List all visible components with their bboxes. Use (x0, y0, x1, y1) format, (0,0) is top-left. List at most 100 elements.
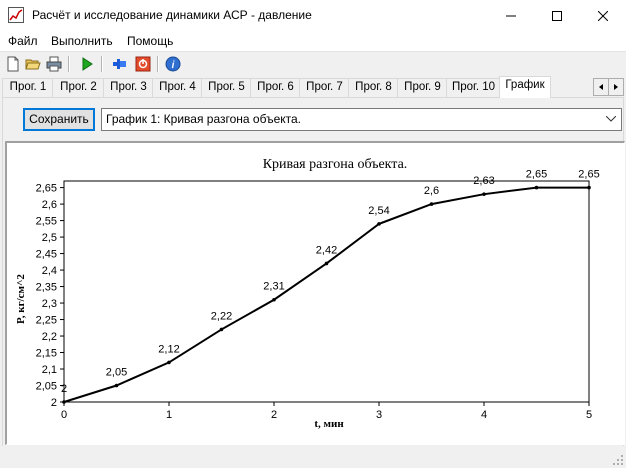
chevron-right-icon (614, 84, 618, 90)
tab-prog-10[interactable]: Прог. 10 (446, 78, 501, 97)
x-tick-label: 4 (481, 409, 487, 421)
x-tick-label: 5 (586, 409, 592, 421)
graph-select[interactable]: График 1: Кривая разгона объекта. (101, 108, 622, 131)
x-tick-label: 2 (271, 409, 277, 421)
pin-icon (113, 59, 126, 69)
new-file-icon (7, 56, 19, 72)
tab-prog-2[interactable]: Прог. 2 (52, 78, 105, 97)
y-tick-label: 2,2 (42, 331, 57, 343)
program-tabs: Прог. 1 Прог. 2 Прог. 3 Прог. 4 Прог. 5 … (0, 76, 626, 98)
menu-bar: Файл Выполнить Помощь (0, 31, 626, 51)
toolbar: i (0, 51, 626, 77)
data-point (377, 222, 381, 226)
open-button[interactable] (24, 55, 42, 73)
y-tick-label: 2,05 (36, 381, 57, 393)
data-point (429, 202, 434, 206)
print-button[interactable] (45, 55, 63, 73)
series-line (63, 186, 589, 403)
tab-prog-7[interactable]: Прог. 7 (299, 78, 350, 97)
data-label: 2,65 (578, 169, 599, 181)
y-tick-label: 2,3 (42, 298, 57, 310)
y-tick-label: 2,25 (36, 315, 57, 327)
data-label: 2,05 (106, 367, 127, 379)
tab-prog-4[interactable]: Прог. 4 (152, 78, 203, 97)
data-label: 2,63 (473, 175, 494, 187)
tab-prog-5[interactable]: Прог. 5 (201, 78, 252, 97)
tabs-scroll-right[interactable] (608, 78, 624, 96)
stop-button[interactable] (134, 55, 152, 73)
menu-file[interactable]: Файл (8, 34, 38, 48)
status-bar (0, 446, 626, 468)
y-tick-label: 2,4 (42, 265, 57, 277)
new-file-button[interactable] (4, 55, 22, 73)
toolbar-separator (101, 56, 103, 72)
resize-grip-icon[interactable] (612, 454, 624, 466)
data-label: 2,22 (211, 310, 232, 322)
y-tick-label: 2,1 (42, 364, 57, 376)
tab-prog-1[interactable]: Прог. 1 (2, 78, 54, 97)
data-point (272, 297, 276, 302)
close-button[interactable] (580, 0, 626, 31)
data-label: 2,54 (368, 205, 389, 217)
svg-text:i: i (172, 60, 175, 71)
graph-select-value: График 1: Кривая разгона объекта. (106, 112, 301, 126)
tab-prog-9[interactable]: Прог. 9 (397, 78, 448, 97)
line-chart: Кривая разгона объекта. t, мин P, кг/см^… (15, 157, 600, 430)
tabs-scroll-left[interactable] (593, 78, 609, 96)
save-button[interactable]: Сохранить (23, 108, 95, 131)
data-point (114, 383, 119, 388)
x-axis-label: t, мин (314, 418, 344, 430)
info-button[interactable]: i (164, 55, 182, 73)
maximize-button[interactable] (534, 0, 580, 31)
tab-prog-3[interactable]: Прог. 3 (103, 78, 154, 97)
tab-prog-6[interactable]: Прог. 6 (250, 78, 301, 97)
chevron-down-icon (606, 116, 616, 122)
data-point (587, 185, 591, 190)
plot-frame (63, 180, 590, 403)
data-label: 2,65 (526, 169, 547, 181)
data-label: 2,12 (158, 343, 179, 355)
toolbar-separator (157, 56, 159, 72)
minimize-icon (506, 15, 516, 16)
open-folder-icon (25, 59, 41, 70)
y-axis-label: P, кг/см^2 (15, 274, 27, 324)
menu-help[interactable]: Помощь (127, 34, 174, 48)
chevron-left-icon (599, 84, 603, 90)
tab-graph[interactable]: График (499, 76, 551, 98)
y-tick-label: 2,6 (42, 199, 57, 211)
data-label: 2 (61, 383, 67, 395)
data-point (219, 327, 224, 332)
x-tick-label: 3 (376, 409, 382, 421)
data-label: 2,6 (424, 185, 439, 197)
chart-area: Кривая разгона объекта. t, мин P, кг/см^… (5, 141, 625, 445)
y-tick-label: 2,55 (36, 216, 57, 228)
window-title: Расчёт и исследование динамики АСР - дав… (32, 8, 312, 22)
chart-title: Кривая разгона объекта. (263, 157, 408, 172)
app-icon (8, 7, 24, 23)
menu-run[interactable]: Выполнить (51, 34, 113, 48)
data-point (324, 261, 329, 266)
minimize-button[interactable] (488, 0, 534, 31)
data-point (482, 192, 486, 196)
maximize-icon (552, 10, 562, 21)
run-button[interactable] (78, 55, 96, 73)
y-tick-label: 2,15 (36, 348, 57, 360)
toolbar-separator (68, 56, 70, 72)
y-tick-label: 2,65 (36, 183, 57, 195)
x-tick-label: 1 (166, 409, 172, 421)
stop-icon (135, 56, 151, 72)
data-label: 2,42 (316, 244, 337, 256)
y-tick-label: 2,5 (42, 232, 57, 244)
close-icon (598, 10, 608, 21)
y-tick-label: 2,45 (36, 249, 57, 261)
pin-button[interactable] (111, 55, 129, 73)
y-tick-label: 2 (51, 397, 57, 409)
dropdown-arrow[interactable] (603, 111, 619, 127)
info-icon: i (165, 56, 181, 72)
print-icon (46, 56, 62, 72)
tab-prog-8[interactable]: Прог. 8 (348, 78, 399, 97)
title-bar: Расчёт и исследование динамики АСР - дав… (0, 0, 626, 31)
run-icon (82, 57, 93, 71)
data-point (167, 360, 171, 365)
y-tick-label: 2,35 (36, 282, 57, 294)
